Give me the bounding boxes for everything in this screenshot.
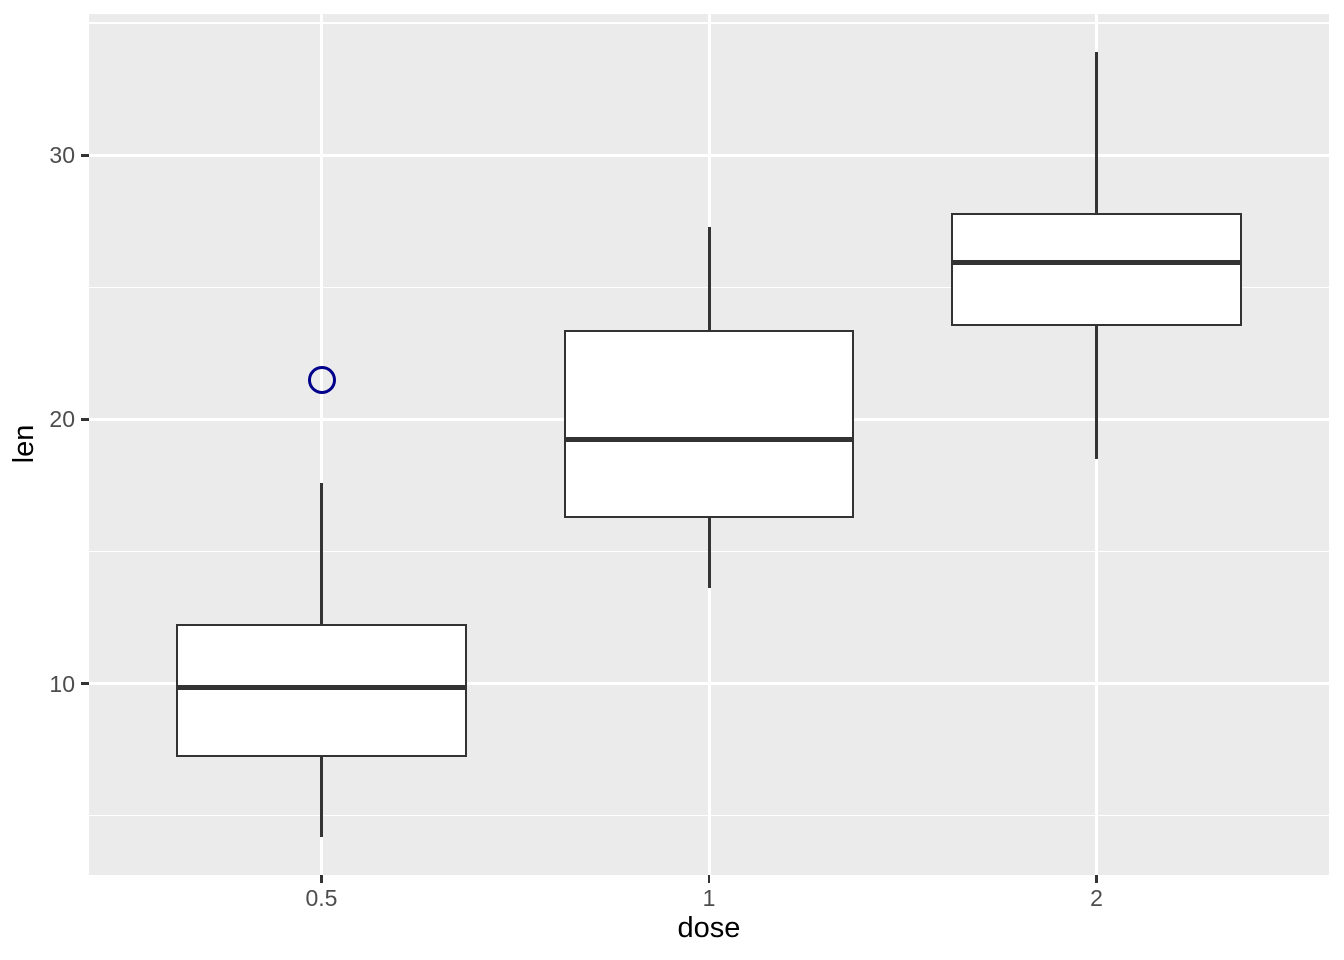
y-tick-label-20: 20 (49, 406, 75, 433)
x-tick-label-2: 2 (1090, 885, 1103, 911)
median-line (176, 684, 467, 690)
y-tick-label-10: 10 (49, 670, 75, 697)
outlier-point (307, 365, 336, 394)
box-iqr (176, 624, 467, 757)
y-tick-mark-10 (81, 682, 89, 685)
x-tick-mark-0.5 (320, 875, 323, 883)
y-tick-mark-30 (81, 154, 89, 157)
median-line (951, 259, 1242, 265)
y-tick-label-30: 30 (49, 142, 75, 169)
x-tick-label-1: 1 (702, 885, 716, 911)
x-tick-label-0.5: 0.5 (305, 885, 338, 911)
x-axis-title: dose (677, 912, 741, 944)
median-line (563, 436, 855, 442)
x-tick-mark-2 (1095, 875, 1098, 883)
box-iqr (951, 212, 1242, 327)
x-tick-mark-1 (707, 875, 711, 883)
major-gridline-x-0.5 (320, 14, 323, 875)
y-axis-title: len (8, 424, 40, 464)
y-tick-mark-20 (81, 418, 89, 421)
box-iqr (563, 330, 855, 519)
plot-panel (89, 14, 1329, 875)
